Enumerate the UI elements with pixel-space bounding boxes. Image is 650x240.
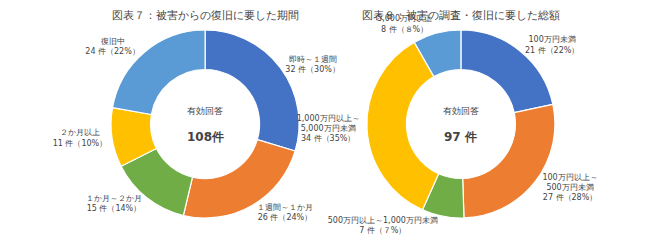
svg-text:5,000万円以上8 件（８%）: 5,000万円以上8 件（８%） — [377, 14, 432, 33]
svg-text:復旧中24 件（22%）: 復旧中24 件（22%） — [85, 37, 140, 56]
svg-text:図表７：被害からの復旧に要した期間: 図表７：被害からの復旧に要した期間 — [112, 9, 299, 22]
svg-text:即時～１週間32 件（30%）: 即時～１週間32 件（30%） — [285, 55, 340, 74]
svg-text:1,000万円以上～5,000万円未満34 件（35%）: 1,000万円以上～5,000万円未満34 件（35%） — [297, 114, 360, 144]
svg-text:97 件: 97 件 — [444, 130, 477, 144]
svg-text:100万円未満21 件（22%）: 100万円未満21 件（22%） — [525, 35, 580, 54]
svg-text:有効回答: 有効回答 — [187, 106, 223, 116]
svg-text:図表８：被害の調査・復旧に要した総額: 図表８：被害の調査・復旧に要した総額 — [362, 9, 560, 22]
svg-text:100万円以上～500万円未満27 件（28%）: 100万円以上～500万円未満27 件（28%） — [542, 173, 597, 203]
svg-text:500万円以上～1,000万円未満7 件（７%）: 500万円以上～1,000万円未満7 件（７%） — [328, 216, 438, 235]
svg-text:２か月以上11 件（10%）: ２か月以上11 件（10%） — [53, 128, 108, 147]
svg-text:１週間～１か月26 件（24%）: １週間～１か月26 件（24%） — [257, 203, 313, 222]
svg-text:有効回答: 有効回答 — [443, 106, 479, 116]
svg-text:108件: 108件 — [187, 130, 224, 144]
svg-text:１か月～２か月15 件（14%）: １か月～２か月15 件（14%） — [86, 194, 142, 213]
